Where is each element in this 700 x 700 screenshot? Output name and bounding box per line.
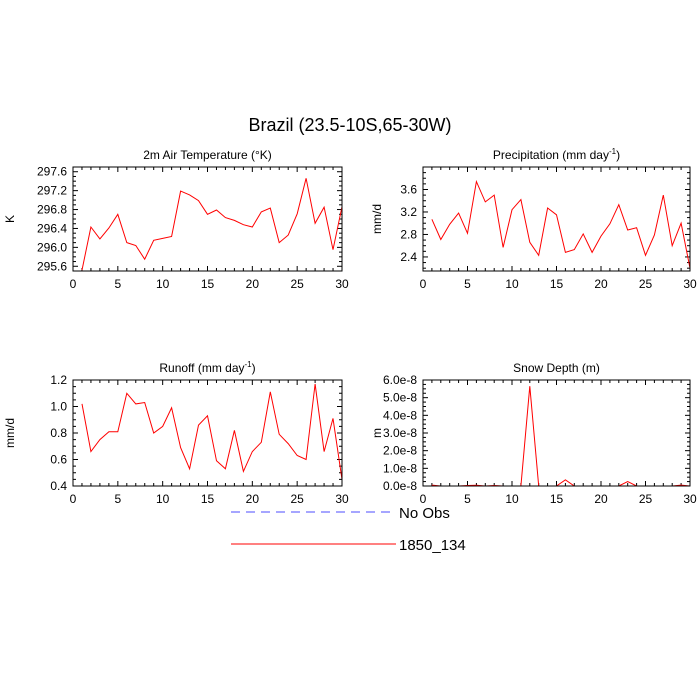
series-line-1850-134 [81, 178, 343, 271]
y-tick-label: 3.2 [400, 205, 417, 219]
y-tick-label: 0.0e-8 [383, 479, 417, 493]
x-tick-label: 5 [464, 277, 471, 291]
y-tick-label: 3.6 [400, 182, 417, 196]
x-tick-label: 10 [505, 492, 519, 506]
x-tick-label: 20 [246, 277, 260, 291]
x-tick-label: 0 [70, 492, 77, 506]
legend-no-obs-label: No Obs [399, 505, 450, 522]
y-axis-label: mm/d [3, 418, 17, 448]
y-axis-label: K [3, 215, 17, 223]
plot-frame [72, 166, 343, 272]
y-tick-label: 296.8 [37, 203, 67, 217]
y-axis-label: m [370, 428, 384, 438]
y-tick-label: 297.6 [37, 165, 67, 179]
panel-3: Runoff (mm day-1) mm/d 0 5 10 15 20 25 30 0.4 0.6 0… [3, 360, 349, 506]
panel-4: Snow Depth (m) m 0 5 10 15 20 25 30 0.0e-8 1.0e-8 2… [370, 361, 697, 506]
y-tick-label: 6.0e-8 [383, 373, 417, 387]
x-tick-label: 10 [156, 492, 170, 506]
panels: 2m Air Temperature (°K) K 0 5 10 15 20 25 30 295.… [3, 147, 697, 506]
legend-series-label: 1850_134 [399, 537, 466, 554]
y-axis-label: mm/d [370, 204, 384, 234]
y-tick-label: 296.0 [37, 240, 67, 254]
y-tick-label: 295.6 [37, 259, 67, 273]
panel-title: Precipitation (mm day-1) [493, 147, 620, 162]
y-tick-label: 5.0e-8 [383, 391, 417, 405]
y-tick-label: 1.0e-8 [383, 461, 417, 475]
y-tick-label: 3.0e-8 [383, 426, 417, 440]
x-tick-label: 0 [420, 277, 427, 291]
y-tick-label: 296.4 [37, 221, 67, 235]
panel-title: 2m Air Temperature (°K) [143, 148, 272, 162]
y-tick-label: 1.0 [50, 400, 67, 414]
y-tick-label: 0.8 [50, 426, 67, 440]
x-tick-label: 10 [156, 277, 170, 291]
y-tick-label: 0.4 [50, 479, 67, 493]
legend: No Obs 1850_134 [231, 505, 466, 554]
x-tick-label: 15 [550, 492, 564, 506]
plot-frame [422, 379, 691, 487]
figure-title: Brazil (23.5-10S,65-30W) [248, 115, 451, 135]
x-tick-label: 30 [335, 492, 349, 506]
x-tick-label: 0 [420, 492, 427, 506]
plot-frame [72, 379, 343, 487]
series-line-1850-134 [431, 179, 691, 269]
y-tick-label: 2.0e-8 [383, 444, 417, 458]
x-tick-label: 15 [201, 492, 215, 506]
x-tick-label: 30 [335, 277, 349, 291]
y-tick-label: 4.0e-8 [383, 408, 417, 422]
x-tick-label: 20 [594, 277, 608, 291]
x-tick-label: 30 [683, 277, 697, 291]
x-tick-label: 20 [246, 492, 260, 506]
series-line-1850-134 [81, 383, 343, 480]
plot-frame [422, 166, 691, 272]
x-tick-label: 30 [683, 492, 697, 506]
x-tick-label: 0 [70, 277, 77, 291]
x-tick-label: 5 [114, 492, 121, 506]
x-tick-label: 10 [505, 277, 519, 291]
y-tick-label: 1.2 [50, 373, 67, 387]
x-tick-label: 5 [114, 277, 121, 291]
y-tick-label: 297.2 [37, 184, 67, 198]
y-tick-label: 2.4 [400, 250, 417, 264]
panel-title: Runoff (mm day-1) [159, 360, 255, 375]
x-tick-label: 25 [639, 492, 653, 506]
series-line-1850-134 [431, 386, 691, 487]
y-tick-label: 2.8 [400, 227, 417, 241]
x-tick-label: 15 [201, 277, 215, 291]
panel-2: Precipitation (mm day-1) mm/d 0 5 10 15 20 25 30… [370, 147, 697, 291]
x-tick-label: 25 [290, 492, 304, 506]
x-tick-label: 25 [290, 277, 304, 291]
x-tick-label: 5 [464, 492, 471, 506]
x-tick-label: 20 [594, 492, 608, 506]
y-tick-label: 0.6 [50, 453, 67, 467]
panel-1: 2m Air Temperature (°K) K 0 5 10 15 20 25 30 295.… [3, 148, 349, 291]
x-tick-label: 25 [639, 277, 653, 291]
panel-title: Snow Depth (m) [513, 361, 600, 375]
x-tick-label: 15 [550, 277, 564, 291]
